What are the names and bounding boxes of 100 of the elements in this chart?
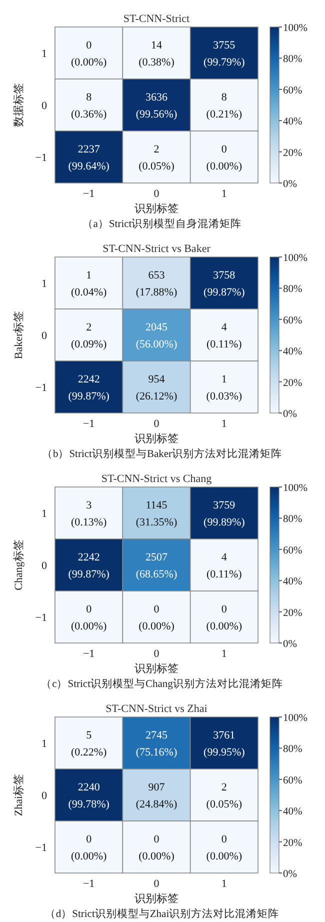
x-tick-label: −1 [82,648,95,660]
y-tick-label: 1 [42,738,47,750]
color-bar-label: 40% [283,806,302,818]
color-bar-label: 20% [283,838,302,849]
data-label: 0 (0.00%) [70,40,108,68]
data-label: 8 (0.36%) [70,92,108,120]
y-axis-title: Baker标签 [13,310,25,360]
color-bar-label: 20% [283,608,302,619]
color-bar-label: 100% [283,483,308,494]
data-label: 0 (0.00%) [70,834,108,862]
data-label: 2242 (99.87%) [68,374,110,402]
text: （d）Strict识别模型与Zhai识别方法对比混淆矩阵 [44,907,280,920]
x-axis-title: 识别标签 [134,663,178,675]
x-tick-label: 1 [221,418,227,430]
x-tick-label: 1 [221,878,227,890]
data-label: 2507 (68.65%) [136,552,178,580]
x-axis-title: 识别标签 [134,893,178,905]
data-label: 0 (0.00%) [206,144,242,172]
x-tick-label: 0 [154,878,160,890]
color-bar-label: 0% [283,639,298,650]
data-label: 3759 (99.89%) [204,500,246,528]
data-label: 2242 (99.87%) [68,552,110,580]
y-tick-label: −1 [35,152,47,164]
data-label: 5 (0.22%) [70,730,108,758]
x-axis-title: 识别标签 [134,203,178,215]
y-tick-label: 0 [42,330,48,342]
data-label: 4 (0.11%) [206,552,242,580]
data-label: 3 (0.13%) [70,500,108,528]
color-bar-label: 60% [283,85,302,96]
data-label: 2 (0.09%) [70,322,108,350]
data-label: 1 (0.03%) [206,374,242,402]
data-label: 8 (0.21%) [206,92,242,120]
color-bar-label: 80% [283,54,302,66]
x-tick-label: 0 [154,648,160,660]
color-bar-label: 80% [283,284,302,296]
data-label: 0 (0.00%) [206,834,242,862]
color-bar-label: 60% [283,545,302,556]
text: （a）Strict识别模型自身混淆矩阵 [82,217,242,230]
x-axis-title: 识别标签 [134,433,178,445]
color-bar-label: 60% [283,315,302,326]
data-label: 2237 (99.64%) [68,144,110,172]
data-label: 2745 (75.16%) [136,730,178,758]
y-axis-title: 数据标签 [13,83,25,127]
data-label: 14 (0.38%) [138,40,175,68]
y-axis-title: Zhai标签 [13,774,25,816]
color-bar-label: 100% [283,23,308,34]
text: （c）Strict识别模型与Chang识别方法对比混淆矩阵 [41,677,283,690]
data-label: 1 (0.04%) [70,270,108,298]
color-bar-label: 20% [283,378,302,389]
y-axis-title: Chang标签 [13,540,25,590]
data-label: 2045 (56.00%) [136,322,178,350]
data-label: 954 (26.12%) [136,374,178,402]
data-label: 3758 (99.87%) [204,270,246,298]
data-label: 2 (0.05%) [206,782,242,810]
data-label: 2 (0.05%) [138,144,175,172]
y-tick-label: −1 [35,842,47,854]
y-tick-label: 1 [42,508,47,520]
data-label: 0 (0.00%) [206,604,242,632]
data-label: 1145 (31.35%) [136,500,178,528]
data-label: 0 (0.00%) [138,604,175,632]
x-tick-label: −1 [82,878,95,890]
data-label: 907 (24.84%) [136,782,178,810]
y-tick-label: 0 [42,790,48,802]
color-bar-label: 80% [283,514,302,526]
y-tick-label: 1 [42,278,47,290]
chart-title: ST-CNN-Strict vs Baker [102,243,211,255]
x-tick-label: 1 [221,648,227,660]
color-bar-label: 80% [283,744,302,756]
y-tick-label: 1 [42,48,47,60]
x-tick-label: −1 [82,418,95,430]
color-bar-label: 40% [283,116,302,128]
color-bar-label: 100% [283,253,308,264]
chart-title: ST-CNN-Strict vs Chang [101,473,212,485]
color-bar-label: 100% [283,713,308,724]
x-tick-label: 0 [154,188,160,200]
color-bar-label: 60% [283,775,302,786]
data-label: 653 (17.88%) [136,270,178,298]
data-label: 3755 (99.79%) [204,40,246,68]
y-tick-label: 0 [42,560,48,572]
chart-title: ST-CNN-Strict vs Zhai [106,703,208,715]
y-tick-label: −1 [35,612,47,624]
data-label: 0 (0.00%) [70,604,108,632]
data-label: 4 (0.11%) [206,322,242,350]
color-bar-label: 0% [283,869,298,880]
x-tick-label: 0 [154,418,160,430]
color-bar-label: 0% [283,179,298,190]
y-tick-label: 0 [42,100,48,112]
color-bar-label: 40% [283,346,302,358]
x-tick-label: −1 [82,188,95,200]
color-bar-label: 40% [283,576,302,588]
text: （b）Strict识别模型与Baker识别方法对比混淆矩阵 [42,447,282,460]
data-label: 3761 (99.95%) [204,730,246,758]
data-label: 0 (0.00%) [138,834,175,862]
y-tick-label: −1 [35,382,47,394]
data-label: 2240 (99.78%) [68,782,110,810]
x-tick-label: 1 [221,188,227,200]
chart-title: ST-CNN-Strict [123,13,190,25]
data-label: 3636 (99.56%) [136,92,178,120]
color-bar-label: 0% [283,409,298,420]
color-bar-label: 20% [283,148,302,159]
